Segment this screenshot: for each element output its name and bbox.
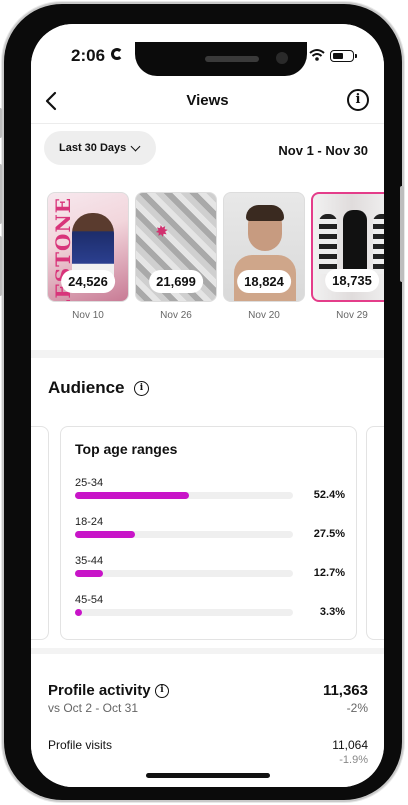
power-button (400, 186, 404, 282)
age-range-label: 18-24 (75, 516, 104, 528)
age-range-label: 45-54 (75, 594, 104, 606)
age-range-row: 18-24 27.5% (75, 516, 345, 546)
age-range-label: 25-34 (75, 477, 104, 489)
next-audience-card[interactable] (366, 426, 384, 640)
comparison-period: vs Oct 2 - Oct 31 (48, 701, 139, 715)
views-summary-section: Last 30 Days Nov 1 - Nov 30 MILESTONE 24… (31, 124, 384, 350)
post-views-count: 24,526 (61, 270, 115, 293)
top-posts-carousel[interactable]: MILESTONE 24,526 Nov 10 ✸ 21,699 Nov 26 … (47, 192, 384, 322)
dynamic-island (135, 42, 307, 76)
date-range-text: Nov 1 - Nov 30 (278, 143, 368, 158)
silent-switch (0, 108, 2, 138)
age-range-bar-track (75, 492, 293, 499)
date-range-dropdown[interactable]: Last 30 Days (44, 131, 156, 165)
top-age-ranges-card[interactable]: Top age ranges 25-34 52.4% 18-24 27.5% 3… (60, 426, 357, 640)
card-title: Top age ranges (75, 441, 178, 457)
focus-moon-icon (111, 48, 123, 60)
info-icon[interactable]: i (134, 381, 149, 396)
age-range-bar-track (75, 609, 293, 616)
age-range-percent: 12.7% (313, 567, 345, 579)
post-image-figure (343, 210, 367, 274)
profile-activity-change: -2% (346, 701, 368, 715)
battery-icon (330, 50, 357, 62)
post-image-hair (246, 205, 284, 221)
info-icon[interactable]: i (155, 684, 169, 698)
volume-up-button (0, 164, 2, 224)
profile-visits-change: -1.9% (339, 754, 368, 766)
post-image (319, 214, 337, 274)
age-range-row: 35-44 12.7% (75, 555, 345, 585)
age-range-percent: 27.5% (313, 528, 345, 540)
age-range-bar (75, 609, 83, 616)
post-date: Nov 26 (160, 310, 192, 321)
profile-activity-section[interactable]: Profile activity i vs Oct 2 - Oct 31 11,… (31, 654, 384, 787)
post-views-count: 18,824 (237, 270, 291, 293)
home-indicator[interactable] (146, 773, 270, 778)
chevron-down-icon (130, 141, 141, 152)
post-date: Nov 20 (248, 310, 280, 321)
profile-visits-label: Profile visits (48, 738, 113, 752)
audience-title: Audience (48, 378, 125, 397)
post-date: Nov 10 (72, 310, 104, 321)
speaker-grille (205, 56, 259, 62)
age-range-bar (75, 570, 103, 577)
date-range-dropdown-label: Last 30 Days (59, 142, 127, 154)
front-camera (276, 52, 288, 64)
post-views-count: 18,735 (325, 269, 379, 292)
phone-frame: 2:06 Views i Last 30 Days No (0, 4, 404, 800)
previous-audience-card[interactable] (31, 426, 49, 640)
age-range-label: 35-44 (75, 555, 104, 567)
post-thumbnail[interactable]: 18,735 (311, 192, 384, 302)
post-image-figure (373, 214, 384, 274)
audience-section: Audience i Top age ranges 25-34 52.4% 18… (31, 358, 384, 648)
post-thumbnail[interactable]: 18,824 (223, 192, 305, 302)
profile-visits-value: 11,064 (332, 738, 368, 752)
age-range-percent: 3.3% (319, 606, 345, 618)
age-range-percent: 52.4% (313, 489, 345, 501)
age-range-bar-track (75, 570, 293, 577)
age-range-bar (75, 531, 135, 538)
profile-activity-total: 11,363 (322, 682, 368, 699)
post-thumbnail[interactable]: ✸ 21,699 (135, 192, 217, 302)
post-thumbnail[interactable]: MILESTONE 24,526 (47, 192, 129, 302)
back-chevron-icon[interactable] (39, 88, 65, 114)
age-range-bar-track (75, 531, 293, 538)
age-range-row: 25-34 52.4% (75, 477, 345, 507)
profile-activity-title: Profile activity (48, 682, 151, 699)
post-date: Nov 29 (336, 310, 368, 321)
info-icon[interactable]: i (347, 89, 369, 111)
status-time: 2:06 (71, 46, 106, 65)
volume-down-button (0, 236, 2, 296)
age-range-bar (75, 492, 190, 499)
age-range-row: 45-54 3.3% (75, 594, 345, 624)
page-title: Views (186, 92, 229, 109)
nav-bar: Views i (31, 78, 384, 124)
post-image: ✸ (154, 222, 169, 240)
phone-screen: 2:06 Views i Last 30 Days No (31, 24, 384, 787)
post-views-count: 21,699 (149, 270, 203, 293)
wifi-icon (309, 49, 325, 61)
